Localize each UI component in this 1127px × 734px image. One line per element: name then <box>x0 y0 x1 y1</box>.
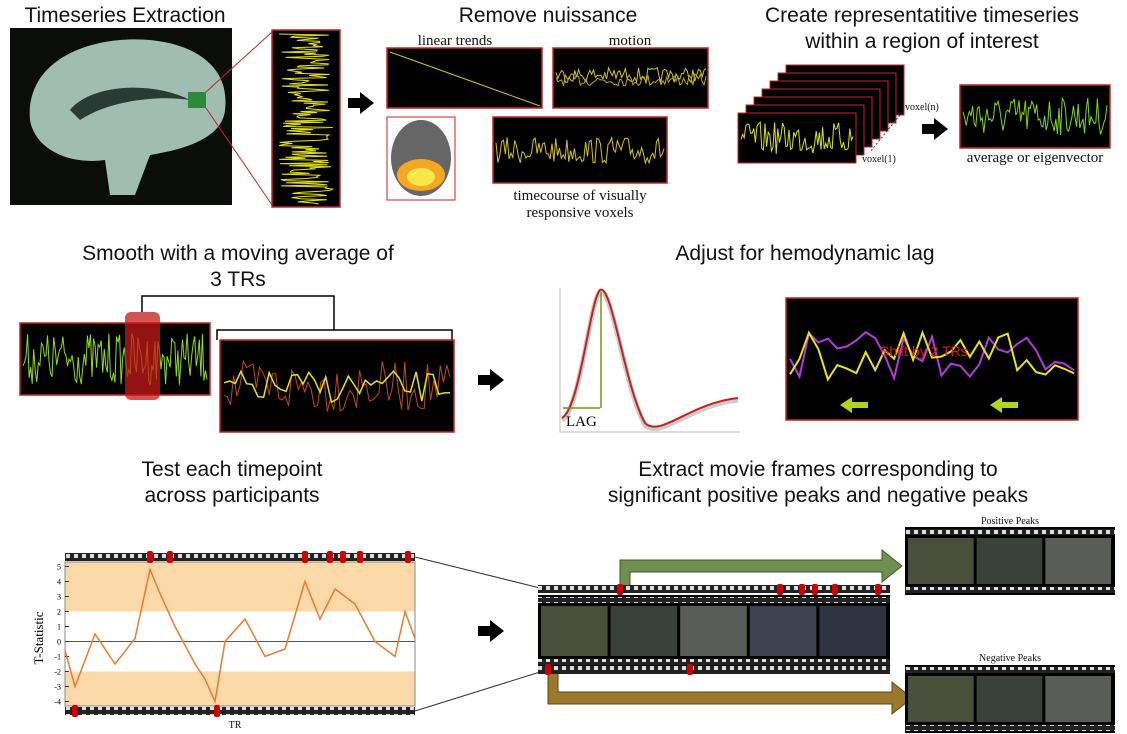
peak-marker <box>214 705 220 717</box>
t-plot: 5 4 3 2 1 0 -1 -2 -3 -4 <box>54 551 415 717</box>
peak-marker <box>832 584 838 595</box>
label: Negative Peaks <box>979 653 1041 664</box>
sprockets <box>538 666 890 674</box>
connector <box>415 672 540 711</box>
lag-box <box>786 298 1078 420</box>
peak-marker <box>405 551 411 563</box>
step-title: Smooth with a moving average of <box>82 242 394 265</box>
hrf-axes <box>560 288 740 432</box>
step-title: Adjust for hemodynamic lag <box>675 242 934 265</box>
voxel-stack <box>738 65 904 163</box>
label: voxel(1) <box>862 154 896 165</box>
movie-frame <box>1045 538 1111 584</box>
peak-marker <box>812 584 818 595</box>
movie-frame <box>1045 676 1111 722</box>
y-tick-label: -4 <box>54 698 61 707</box>
peak-marker <box>72 705 78 717</box>
positive-path <box>620 550 902 590</box>
label: timecourse of visually <box>513 188 647 204</box>
movie-frame <box>750 606 817 656</box>
step-title: Extract movie frames corresponding to <box>638 458 997 481</box>
arrow <box>478 620 504 642</box>
arrow <box>922 118 948 140</box>
axis-label: TR <box>229 720 242 731</box>
label: Positive Peaks <box>981 516 1039 527</box>
step-title: within a region of interest <box>804 30 1039 53</box>
negative-path <box>548 668 912 714</box>
movie-frame <box>541 606 608 656</box>
step-title: Test each timepoint <box>142 458 323 481</box>
peak-marker <box>147 551 153 563</box>
scan-activation <box>407 168 435 186</box>
movie-frame <box>611 606 678 656</box>
y-tick-label: 4 <box>57 578 61 587</box>
peak-marker <box>617 584 623 595</box>
step-title: Create representatitive timeseries <box>765 4 1079 27</box>
peak-marker <box>340 551 346 563</box>
step-title: 3 TRs <box>210 268 266 291</box>
movie-frame <box>977 538 1043 584</box>
peak-marker <box>327 551 333 563</box>
label: motion <box>609 33 652 49</box>
step-title: Remove nuissance <box>459 4 638 27</box>
sprockets <box>538 659 890 665</box>
peak-marker <box>799 584 805 595</box>
sprockets <box>538 597 890 603</box>
figure: Timeseries Extraction Remove nuissance l… <box>0 0 1127 734</box>
y-tick-label: 2 <box>57 608 61 617</box>
label: average or eigenvector <box>967 150 1104 166</box>
arrow <box>478 369 504 391</box>
step-title: significant positive peaks and negative … <box>608 484 1028 507</box>
peak-marker <box>545 664 551 675</box>
step-title: Timeseries Extraction <box>24 4 225 27</box>
label: Shift by 2 TRs <box>880 343 968 359</box>
movie-frame <box>680 606 747 656</box>
y-tick-label: 1 <box>57 623 61 632</box>
y-tick-label: 5 <box>57 563 61 572</box>
axis-label: T-Statistic <box>31 611 46 664</box>
y-tick-label: 3 <box>57 593 61 602</box>
significance-band <box>65 672 415 707</box>
roi <box>188 92 206 108</box>
y-tick-label: -2 <box>54 668 61 677</box>
window <box>125 312 160 400</box>
peak-marker <box>687 664 693 675</box>
average-box <box>960 85 1110 148</box>
peak-marker <box>777 584 783 595</box>
sprockets <box>905 529 1115 535</box>
peak-marker <box>302 551 308 563</box>
movie-frame <box>819 606 886 656</box>
movie-frame <box>977 676 1043 722</box>
peak-marker <box>167 551 173 563</box>
sprockets <box>905 725 1115 731</box>
significance-band <box>65 562 415 612</box>
movie-frame <box>908 538 974 584</box>
y-tick-label: -3 <box>54 683 61 692</box>
y-tick-label: 0 <box>57 638 61 647</box>
step-title: across participants <box>144 484 319 507</box>
trend-box <box>387 48 542 108</box>
sprockets <box>905 587 1115 593</box>
movie-frame <box>908 676 974 722</box>
label: linear trends <box>418 33 493 49</box>
arrow <box>348 92 374 114</box>
peak-marker <box>875 584 881 595</box>
film-strip <box>65 707 415 715</box>
sprockets <box>905 667 1115 673</box>
label: LAG <box>566 414 597 430</box>
label: responsive voxels <box>526 205 633 221</box>
label: voxel(n) <box>905 102 939 113</box>
peak-marker <box>357 551 363 563</box>
connector <box>415 557 540 588</box>
y-tick-label: -1 <box>54 653 61 662</box>
